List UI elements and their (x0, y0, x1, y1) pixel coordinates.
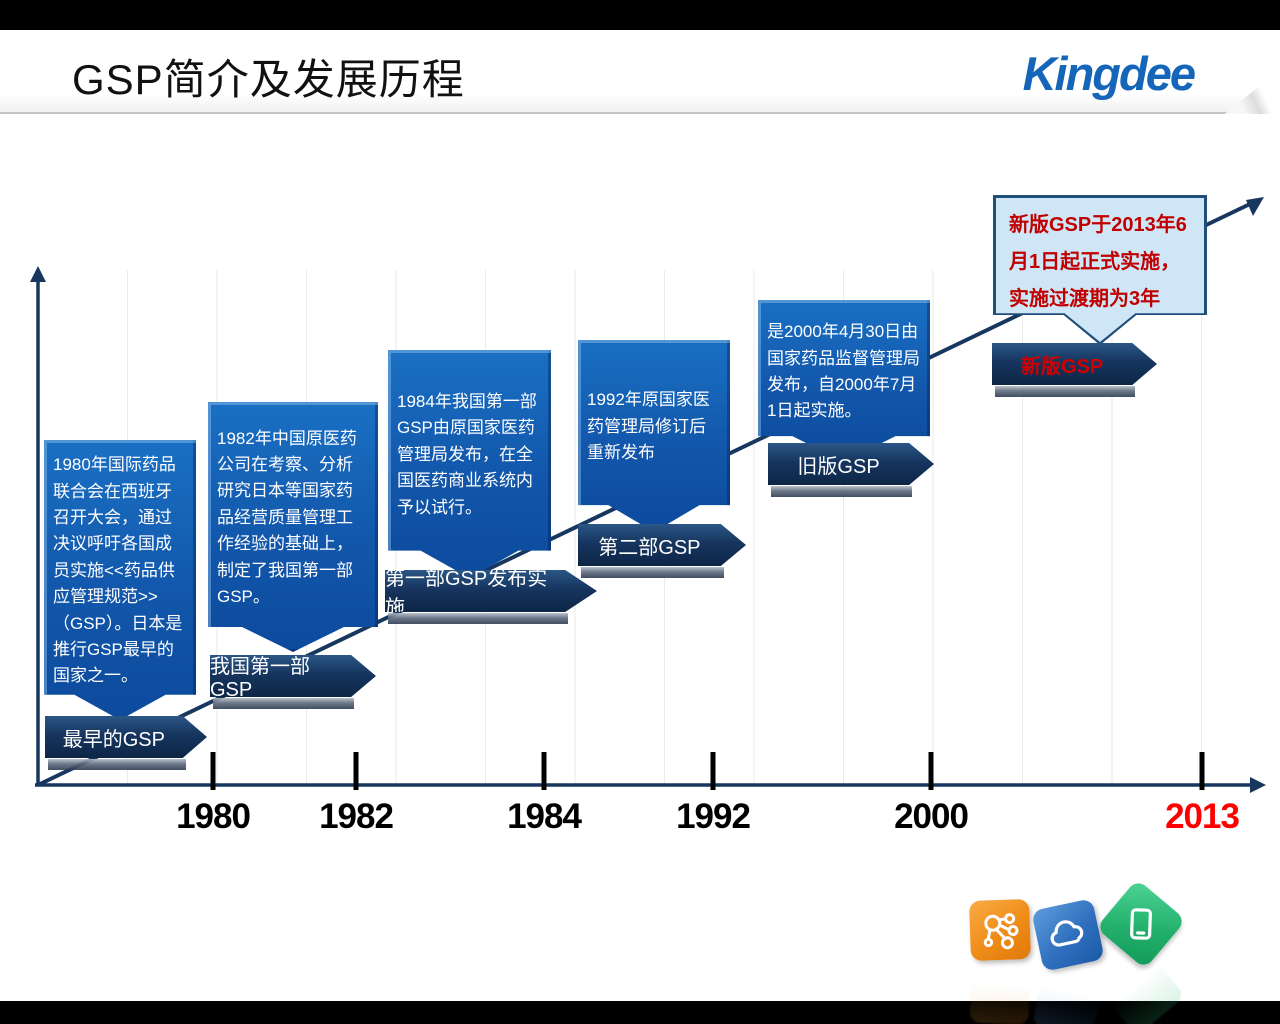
bottom-black-bar (0, 1001, 1280, 1024)
banner-second-gsp: 第二部GSP (578, 524, 746, 578)
banner-shadow (581, 567, 724, 578)
cube-reflection (1031, 964, 1105, 1024)
year-label-2000: 2000 (894, 797, 969, 836)
year-label-1984: 1984 (507, 797, 582, 836)
event-bubble-2000: 是2000年4月30日由国家药品监督管理局发布，自2000年7月1日起实施。 (758, 300, 930, 462)
banner-label: 最早的GSP (62, 728, 165, 751)
banner-shadow (48, 759, 186, 770)
network-cube-icon (968, 898, 1032, 962)
banner-shadow (995, 386, 1136, 397)
top-black-bar (0, 0, 1280, 30)
banner-label: 我国第一部GSP (210, 656, 310, 701)
cube-reflection (968, 962, 1032, 1024)
banner-earliest-gsp: 最早的GSP (45, 716, 207, 770)
banner-first-china-gsp: 我国第一部GSP (210, 655, 376, 709)
banner-label: 新版GSP (1021, 355, 1104, 378)
kingdee-cube-decorations (955, 878, 1215, 1024)
event-description: 1984年我国第一部GSP由原国家医药管理局发布，在全国医药商业系统内予以试行。 (397, 392, 537, 517)
cloud-cube-icon (1031, 898, 1105, 972)
event-description: 是2000年4月30日由国家药品监督管理局发布，自2000年7月1日起实施。 (767, 322, 920, 421)
kingdee-logo: Kingdee (1022, 47, 1196, 100)
event-bubble-1992: 1992年原国家医药管理局修订后重新发布 (578, 340, 730, 532)
banner-new-gsp: 新版GSP (992, 343, 1157, 397)
page-title: GSP简介及发展历程 (72, 56, 465, 103)
banner-old-gsp: 旧版GSP (768, 443, 934, 497)
banner-label: 第一部GSP发布实施 (385, 568, 548, 619)
event-description: 1980年国际药品联合会在西班牙召开大会，通过决议呼吁各国成员实施<<药品供应管… (53, 455, 183, 686)
callout-text: 新版GSP于2013年6月1日起正式实施，实施过渡期为3年 (1009, 214, 1187, 310)
year-label-1982: 1982 (319, 797, 394, 836)
event-description: 1982年中国原医药公司在考察、分析研究日本等国家药品经营质量管理工作经验的基础… (217, 428, 357, 606)
banner-shadow (388, 613, 569, 624)
banner-shadow (771, 486, 913, 497)
banner-first-gsp-implemented: 第一部GSP发布实施 (385, 570, 597, 624)
header: GSP简介及发展历程 Kingdee (0, 30, 1280, 116)
timeline-diagram: 1980年国际药品联合会在西班牙召开大会，通过决议呼吁各国成员实施<<药品供应管… (0, 114, 1280, 1024)
banner-shadow (213, 698, 355, 709)
event-bubble-1982: 1982年中国原医药公司在考察、分析研究日本等国家药品经营质量管理工作经验的基础… (208, 402, 378, 652)
year-label-1992: 1992 (676, 797, 751, 836)
tablet-cube-icon (1095, 878, 1187, 970)
event-bubble-1980: 1980年国际药品联合会在西班牙召开大会，通过决议呼吁各国成员实施<<药品供应管… (44, 440, 196, 720)
banner-label: 第二部GSP (598, 536, 701, 559)
banner-label: 旧版GSP (797, 455, 880, 478)
year-label-2013: 2013 (1165, 797, 1240, 836)
event-description: 1992年原国家医药管理局修订后重新发布 (587, 390, 710, 463)
page-curl-decoration (1222, 70, 1280, 116)
event-bubble-1984: 1984年我国第一部GSP由原国家医药管理局发布，在全国医药商业系统内予以试行。 (388, 350, 551, 578)
year-label-1980: 1980 (176, 797, 251, 836)
